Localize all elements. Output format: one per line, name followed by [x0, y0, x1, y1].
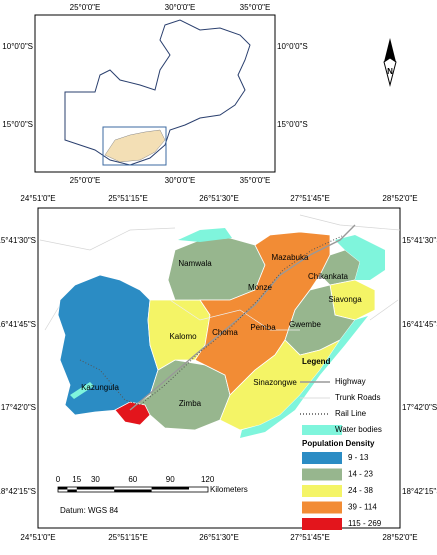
north-arrow [383, 38, 397, 87]
map-x-label: 27°51'45"E [290, 533, 330, 542]
legend-label: 9 - 13 [348, 453, 369, 462]
inset-y-label: 10°0'0"S [277, 42, 308, 51]
map-y-label: 16°41'45"S [0, 320, 36, 329]
map-y-label: 17°42'0"S [402, 403, 437, 412]
district-label: Gwembe [289, 320, 322, 329]
map-x-label: 28°52'0"E [382, 533, 417, 542]
inset-extent-box [102, 126, 167, 166]
legend-label: 39 - 114 [348, 503, 377, 512]
legend-swatch [302, 518, 342, 530]
map-x-label: 25°51'15"E [108, 533, 148, 542]
legend-swatch [302, 468, 342, 481]
legend-label: 115 - 269 [348, 519, 382, 528]
district-label: Kalomo [169, 332, 197, 341]
district [219, 338, 342, 431]
map-y-label: 16°41'45"S [402, 320, 437, 329]
scale-tick-label: 0 [56, 475, 61, 484]
legend-label: Highway [335, 377, 366, 386]
scale-tick-label: 120 [201, 475, 215, 484]
map-x-label: 26°51'30"E [199, 533, 239, 542]
scale-tick-label: 60 [128, 475, 137, 484]
inset-x-label: 25°0'0"E [70, 176, 101, 185]
map-x-label: 28°52'0"E [382, 194, 417, 203]
inset-y-label: 15°0'0"S [2, 120, 33, 129]
scale-tick-label: 30 [91, 475, 100, 484]
district-label: Namwala [178, 259, 212, 268]
road-network [79, 224, 356, 411]
legend-label: Water bodies [335, 425, 382, 434]
map-x-label: 26°51'30"E [199, 194, 239, 203]
district-label: Zimba [179, 399, 202, 408]
map-y-label: 18°42'15"S [402, 487, 437, 496]
southern-province [104, 129, 166, 163]
datum: Datum: WGS 84 [60, 506, 119, 515]
inset-x-label: 35°0'0"E [240, 176, 271, 185]
legend-swatch [302, 485, 342, 497]
legend-swatch [302, 452, 342, 464]
scale-bar [57, 486, 209, 493]
legend-label: Trunk Roads [335, 393, 381, 402]
inset-y-label: 10°0'0"S [2, 42, 33, 51]
map-y-label: 15°41'30"S [0, 236, 36, 245]
map-x-label: 25°51'15"E [108, 194, 148, 203]
district-label: Monze [248, 283, 273, 292]
legend-label: 24 - 38 [348, 486, 373, 495]
map-y-label: 15°41'30"S [402, 236, 437, 245]
zambia-outline [64, 19, 251, 166]
district-label: Choma [212, 328, 238, 337]
legend-title: Legend [302, 357, 331, 366]
map-x-label: 24°51'0"E [20, 533, 55, 542]
legend-label: Rail Line [335, 409, 367, 418]
district-label: Siavonga [328, 295, 362, 304]
district-label: Sinazongwe [253, 378, 297, 387]
map-y-label: 18°42'15"S [0, 487, 36, 496]
map-x-label: 27°51'45"E [290, 194, 330, 203]
water-bodies [70, 228, 385, 438]
inset-x-label: 25°0'0"E [70, 3, 101, 12]
legend-symbols [300, 381, 342, 435]
district-label: Pemba [250, 323, 276, 332]
roads-background [39, 214, 401, 331]
map-y-label: 17°42'0"S [1, 403, 36, 412]
inset-x-label: 30°0'0"E [165, 176, 196, 185]
district-label: Mazabuka [272, 253, 309, 262]
inset-x-label: 30°0'0"E [165, 3, 196, 12]
legend-subtitle: Population Density [302, 439, 375, 448]
scale-tick-label: 15 [72, 475, 81, 484]
scale-tick-label: 90 [166, 475, 175, 484]
inset-y-label: 15°0'0"S [277, 120, 308, 129]
north-letter: N [387, 67, 393, 76]
legend-label: 14 - 23 [348, 470, 373, 479]
map-x-label: 24°51'0"E [20, 194, 55, 203]
district-label: Kazungula [81, 383, 119, 392]
district-label: Chikankata [308, 272, 349, 281]
scale-unit: Kilometers [210, 485, 248, 494]
legend-swatch [302, 501, 342, 514]
inset-x-label: 35°0'0"E [240, 3, 271, 12]
